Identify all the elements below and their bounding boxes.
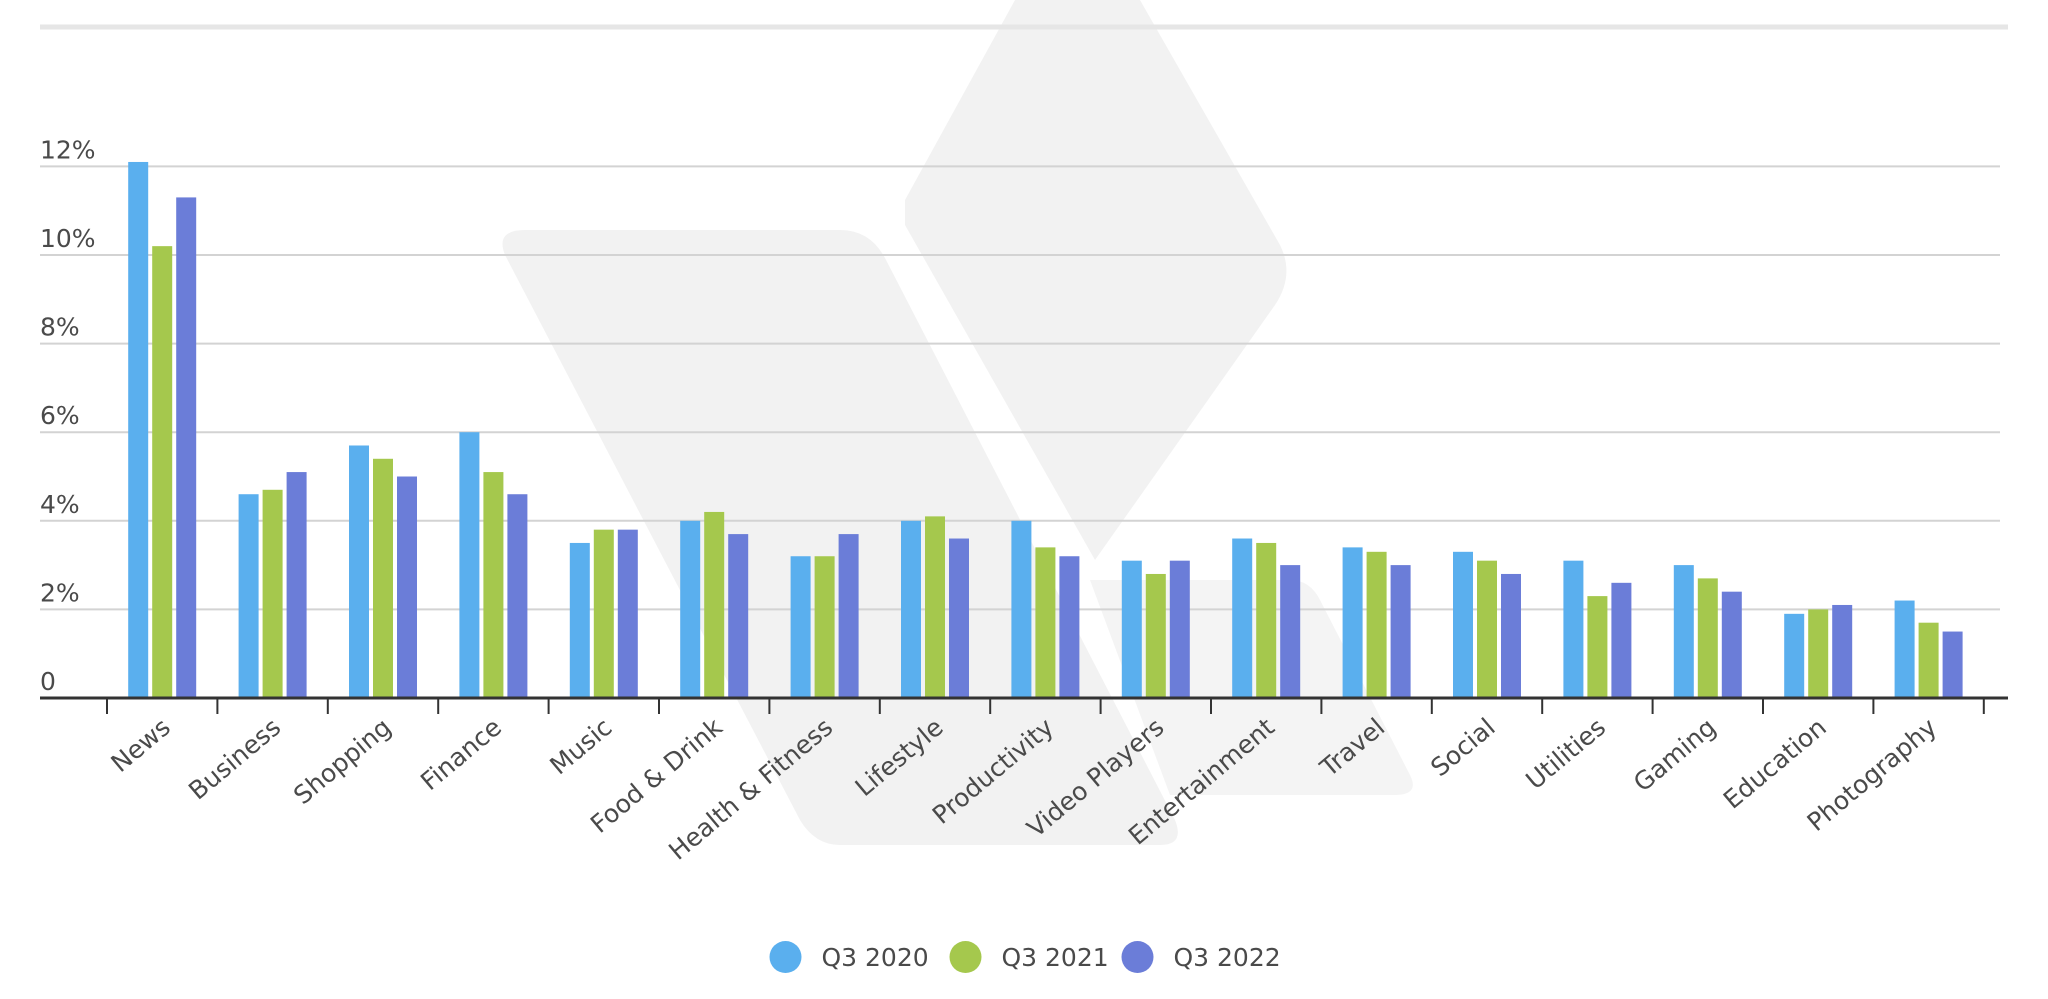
x-category-label: Utilities: [1520, 712, 1611, 795]
bar: [262, 489, 283, 698]
legend-label: Q3 2020: [822, 943, 929, 972]
bar: [1390, 565, 1411, 698]
watermark-shape-right: [905, 0, 1287, 560]
bar: [1121, 560, 1142, 698]
x-axis: [40, 696, 2008, 714]
bar: [1611, 582, 1632, 698]
bar: [286, 472, 307, 698]
x-category-label: Social: [1425, 712, 1500, 782]
bars: [128, 161, 1963, 699]
bar: [1673, 565, 1694, 698]
legend-swatch: [769, 941, 802, 973]
bar: [704, 511, 725, 698]
legend-label: Q3 2021: [1002, 943, 1109, 972]
bar: [1366, 551, 1387, 698]
bar: [1280, 565, 1301, 698]
bar: [617, 529, 638, 698]
watermark-logo: [502, 0, 1413, 845]
bar: [459, 432, 480, 698]
bar: [1011, 520, 1032, 698]
legend-swatch: [949, 941, 982, 973]
legend-label: Q3 2022: [1174, 943, 1281, 972]
bar: [728, 534, 749, 698]
bar: [1169, 560, 1190, 698]
y-tick-label: 6%: [40, 401, 80, 430]
bar: [1256, 542, 1277, 698]
y-tick-label: 2%: [40, 578, 80, 607]
bar: [238, 494, 259, 698]
bar: [790, 556, 811, 698]
bar: [1808, 609, 1829, 698]
bar: [814, 556, 835, 698]
bar: [483, 472, 504, 698]
bar: [901, 520, 921, 698]
y-tick-label: 4%: [40, 490, 80, 519]
x-category-label: Finance: [415, 712, 507, 796]
bar: [1501, 573, 1521, 698]
bar: [1145, 573, 1166, 698]
x-category-label: News: [105, 712, 175, 778]
bar: [176, 197, 197, 698]
bar: [1563, 560, 1584, 698]
bar: [1342, 547, 1363, 698]
bar: [1587, 596, 1608, 698]
legend: Q3 2020 Q3 2021 Q3 2022: [769, 941, 1281, 973]
bar: [1894, 600, 1915, 698]
bar: [152, 246, 173, 698]
y-tick-label: 10%: [40, 224, 96, 253]
y-axis-ticks: 0 2% 4% 6% 8% 10% 12%: [40, 135, 96, 696]
bar: [1784, 613, 1805, 698]
y-tick-label: 8%: [40, 313, 80, 342]
bar: [838, 534, 859, 698]
bar: [925, 516, 945, 698]
bar: [593, 529, 614, 698]
bar: [1918, 622, 1939, 698]
bar: [1059, 556, 1080, 698]
x-category-label: Shopping: [288, 712, 397, 810]
bar: [1832, 604, 1853, 698]
bar: [1942, 631, 1963, 698]
x-category-label: Business: [183, 712, 286, 805]
bar: [128, 161, 149, 699]
bar: [1232, 538, 1253, 698]
legend-swatch: [1121, 941, 1154, 973]
bar: [1453, 551, 1473, 698]
bar: [949, 538, 969, 698]
bar: [1035, 547, 1056, 698]
x-category-label: Music: [544, 712, 617, 780]
bar: [507, 494, 528, 698]
y-tick-label: 12%: [40, 135, 96, 164]
bar: [1697, 578, 1718, 698]
bar: [569, 542, 590, 698]
y-tick-label: 0: [40, 667, 56, 696]
x-category-label: Education: [1718, 712, 1832, 814]
bar: [1477, 560, 1497, 698]
bar: [349, 445, 369, 698]
x-category-label: Gaming: [1628, 712, 1721, 797]
bar: [397, 476, 417, 698]
bar: [1721, 591, 1742, 698]
bar: [680, 520, 701, 698]
bar: [373, 458, 393, 698]
